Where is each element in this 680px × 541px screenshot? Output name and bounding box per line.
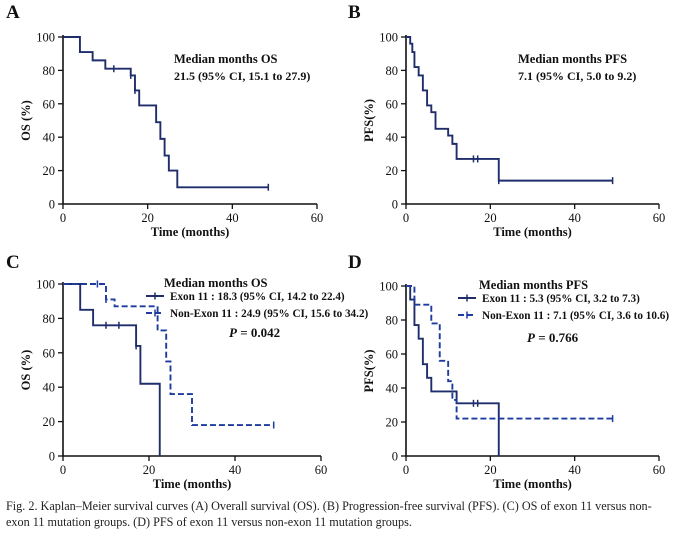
x-tick-label: 20 [141, 211, 154, 225]
chart-panel-d: D 0 20 40 60 80 100 0 20 40 60 Time (months) PFS(%) M… [348, 252, 669, 491]
y-tick-label: 20 [43, 415, 56, 429]
median-annotation-title: Median months PFS [479, 278, 588, 292]
x-axis-title: Time (months) [493, 225, 572, 239]
legend-entry: Non-Exon 11 : 24.9 (95% CI, 15.6 to 34.2… [170, 308, 369, 320]
x-tick-label: 20 [143, 463, 156, 477]
survival-curve-solid [63, 36, 269, 189]
panel-label: A [6, 2, 20, 23]
y-tick-label: 80 [43, 312, 56, 326]
panel-label: C [6, 252, 20, 273]
y-tick-label: 0 [49, 450, 55, 464]
y-tick-label: 0 [392, 450, 398, 464]
y-axis-title: OS (%) [19, 100, 33, 141]
x-tick-label: 0 [403, 211, 409, 225]
x-axis-title: Time (months) [151, 225, 230, 239]
x-tick-label: 60 [311, 211, 324, 225]
x-tick-label: 60 [653, 211, 666, 225]
median-annotation-value: 7.1 (95% CI, 5.0 to 9.2) [518, 69, 636, 83]
y-tick-label: 60 [386, 97, 399, 111]
y-tick-label: 20 [43, 164, 56, 178]
median-annotation-title: Median months PFS [518, 52, 627, 66]
y-tick-label: 20 [386, 164, 399, 178]
y-tick-label: 80 [386, 314, 399, 328]
y-tick-label: 40 [386, 131, 399, 145]
x-axis-title: Time (months) [493, 477, 572, 491]
x-tick-label: 60 [653, 463, 666, 477]
chart-panel-a: A 0 20 40 60 80 100 0 20 40 60 Time (months) OS (%) M… [6, 2, 323, 239]
survival-curve-solid [63, 283, 161, 456]
panel-label: D [348, 252, 362, 273]
y-tick-label: 80 [386, 64, 399, 78]
median-annotation-value: 21.5 (95% CI, 15.1 to 27.9) [174, 69, 310, 83]
y-tick-label: 0 [392, 198, 398, 212]
median-annotation-title: Median months OS [164, 276, 268, 290]
y-tick-label: 0 [49, 198, 55, 212]
y-tick-label: 60 [43, 346, 56, 360]
y-tick-label: 40 [386, 382, 399, 396]
x-tick-label: 40 [568, 211, 581, 225]
x-tick-label: 20 [484, 463, 497, 477]
y-tick-label: 40 [43, 131, 56, 145]
p-value: P = 0.042 [229, 325, 280, 340]
x-tick-label: 40 [568, 463, 581, 477]
legend-entry: Exon 11 : 18.3 (95% CI, 14.2 to 22.4) [170, 291, 345, 303]
p-value: P = 0.766 [527, 330, 579, 345]
y-tick-label: 20 [386, 416, 399, 430]
x-tick-label: 0 [403, 463, 409, 477]
median-annotation-title: Median months OS [174, 52, 278, 66]
y-axis-title: PFS(%) [362, 99, 376, 142]
y-tick-label: 60 [386, 348, 399, 362]
survival-curve-solid [406, 36, 613, 182]
survival-curve-dashed [406, 285, 613, 420]
figure-caption: Fig. 2. Kaplan–Meier survival curves (A)… [6, 499, 652, 529]
chart-panel-c: C 0 20 40 60 80 100 0 20 40 60 Time (months) OS (%) M… [6, 252, 369, 491]
legend-entry: Non-Exon 11 : 7.1 (95% CI, 3.6 to 10.6) [482, 310, 669, 322]
survival-curve-dashed [63, 283, 274, 426]
x-tick-label: 40 [229, 463, 242, 477]
x-tick-label: 0 [60, 211, 66, 225]
y-tick-label: 40 [43, 381, 56, 395]
panel-label: B [348, 2, 361, 23]
y-tick-label: 80 [43, 64, 56, 78]
y-tick-label: 100 [379, 280, 398, 294]
x-axis-title: Time (months) [153, 477, 232, 491]
y-axis-title: PFS(%) [362, 349, 376, 392]
legend-entry: Exon 11 : 5.3 (95% CI, 3.2 to 7.3) [482, 293, 640, 305]
y-tick-label: 60 [43, 97, 56, 111]
x-tick-label: 0 [60, 463, 66, 477]
y-tick-label: 100 [36, 278, 55, 292]
x-tick-label: 60 [315, 463, 328, 477]
chart-panel-b: B 0 20 40 60 80 100 0 20 40 60 Time (months) PFS(%) M… [348, 2, 665, 239]
y-axis-title: OS (%) [19, 350, 33, 391]
x-tick-label: 40 [226, 211, 239, 225]
x-tick-label: 20 [484, 211, 497, 225]
y-tick-label: 100 [379, 31, 398, 45]
y-tick-label: 100 [36, 31, 55, 45]
